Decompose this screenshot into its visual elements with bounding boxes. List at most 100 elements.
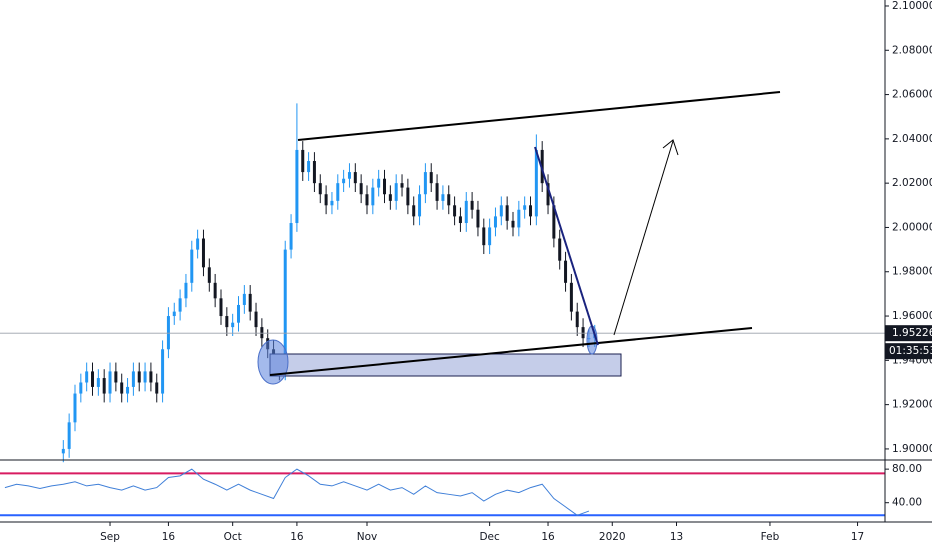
candle-body	[324, 194, 328, 206]
candle-body	[534, 149, 538, 217]
x-tick-label: 17	[851, 531, 864, 543]
arrow	[613, 140, 674, 336]
candle-body	[569, 282, 573, 312]
candle-body	[301, 149, 305, 173]
candle-body	[453, 205, 457, 217]
candle-body	[213, 282, 217, 299]
candle-body	[120, 382, 124, 394]
axes: 1.900001.920001.940001.960001.980002.000…	[100, 0, 932, 543]
candle-body	[85, 371, 89, 383]
candle-body	[237, 304, 241, 323]
candle-body	[295, 149, 299, 224]
candle-body	[289, 223, 293, 250]
candle-body	[394, 183, 398, 201]
candle-body	[73, 393, 77, 423]
candle-body	[312, 161, 316, 184]
y-tick-label: 2.02000	[892, 177, 932, 189]
candle-body	[196, 238, 200, 250]
candle-body	[307, 161, 311, 173]
x-tick-label: 16	[290, 531, 304, 543]
candle-body	[581, 327, 585, 339]
candle-body	[260, 327, 264, 339]
candle-body	[248, 293, 252, 312]
candle-body	[511, 220, 515, 228]
trend-line	[269, 327, 753, 376]
rsi-line	[4, 468, 590, 516]
candle-body	[67, 422, 71, 449]
rsi-y-tick-label: 40.00	[892, 497, 922, 509]
candle-body	[342, 178, 346, 184]
candle-body	[61, 448, 65, 454]
x-tick-label: 16	[162, 531, 176, 543]
trend-line	[534, 146, 599, 346]
highlight-circle	[257, 339, 289, 385]
candle-body	[400, 183, 404, 188]
y-tick-label: 1.90000	[892, 443, 932, 455]
candle-body	[166, 316, 170, 350]
candle-body	[371, 187, 375, 206]
candle-body	[131, 371, 135, 387]
x-tick-label: Sep	[100, 531, 120, 543]
candle-body	[558, 238, 562, 261]
candle-body	[418, 194, 422, 217]
candle-body	[96, 378, 100, 387]
candle-body	[137, 371, 141, 383]
candle-body	[564, 260, 568, 283]
candle-body	[353, 172, 357, 184]
candle-body	[79, 382, 83, 394]
x-tick-label: Feb	[761, 531, 780, 543]
candle-body	[476, 209, 480, 228]
candle-body	[552, 205, 556, 239]
candle-body	[231, 322, 235, 328]
candle-body	[447, 194, 451, 206]
candle-body	[225, 316, 229, 328]
candle-body	[441, 194, 445, 201]
candle-body	[283, 249, 287, 372]
candle-body	[161, 349, 165, 394]
y-tick-label: 2.10000	[892, 0, 932, 12]
x-tick-label: 13	[670, 531, 683, 543]
x-tick-label: Oct	[224, 531, 242, 543]
candle-body	[219, 298, 223, 317]
candle-body	[499, 205, 503, 217]
candle-body	[429, 172, 433, 184]
candle-body	[388, 194, 392, 201]
candle-body	[575, 311, 579, 328]
x-tick-label: Nov	[357, 531, 378, 543]
candle-body	[383, 178, 387, 195]
candle-body	[114, 371, 118, 383]
y-tick-label: 1.98000	[892, 266, 932, 278]
candle-body	[330, 200, 334, 206]
candle-body	[546, 183, 550, 206]
candle-body	[423, 172, 427, 195]
trend-line	[297, 91, 781, 141]
candle-body	[493, 216, 497, 228]
candle-body	[102, 378, 106, 394]
candle-body	[108, 371, 112, 394]
y-tick-label: 1.92000	[892, 399, 932, 411]
candle-body	[254, 311, 258, 328]
marks	[0, 103, 885, 517]
countdown-label: 01:35:53	[889, 345, 932, 357]
candle-body	[482, 227, 486, 246]
y-tick-label: 2.06000	[892, 89, 932, 101]
candle-body	[488, 227, 492, 246]
candle-body	[190, 249, 194, 283]
candle-body	[464, 200, 468, 224]
candle-body	[201, 238, 205, 268]
candle-body	[458, 216, 462, 224]
candle-body	[336, 183, 340, 201]
candle-body	[155, 382, 159, 394]
candle-body	[529, 205, 533, 217]
last-price-box	[885, 325, 932, 342]
y-tick-label: 2.04000	[892, 133, 932, 145]
candle-body	[377, 178, 381, 188]
candle-body	[406, 187, 410, 206]
candle-body	[359, 183, 363, 195]
candle-body	[91, 371, 95, 387]
candle-body	[517, 209, 521, 228]
candle-body	[318, 183, 322, 195]
